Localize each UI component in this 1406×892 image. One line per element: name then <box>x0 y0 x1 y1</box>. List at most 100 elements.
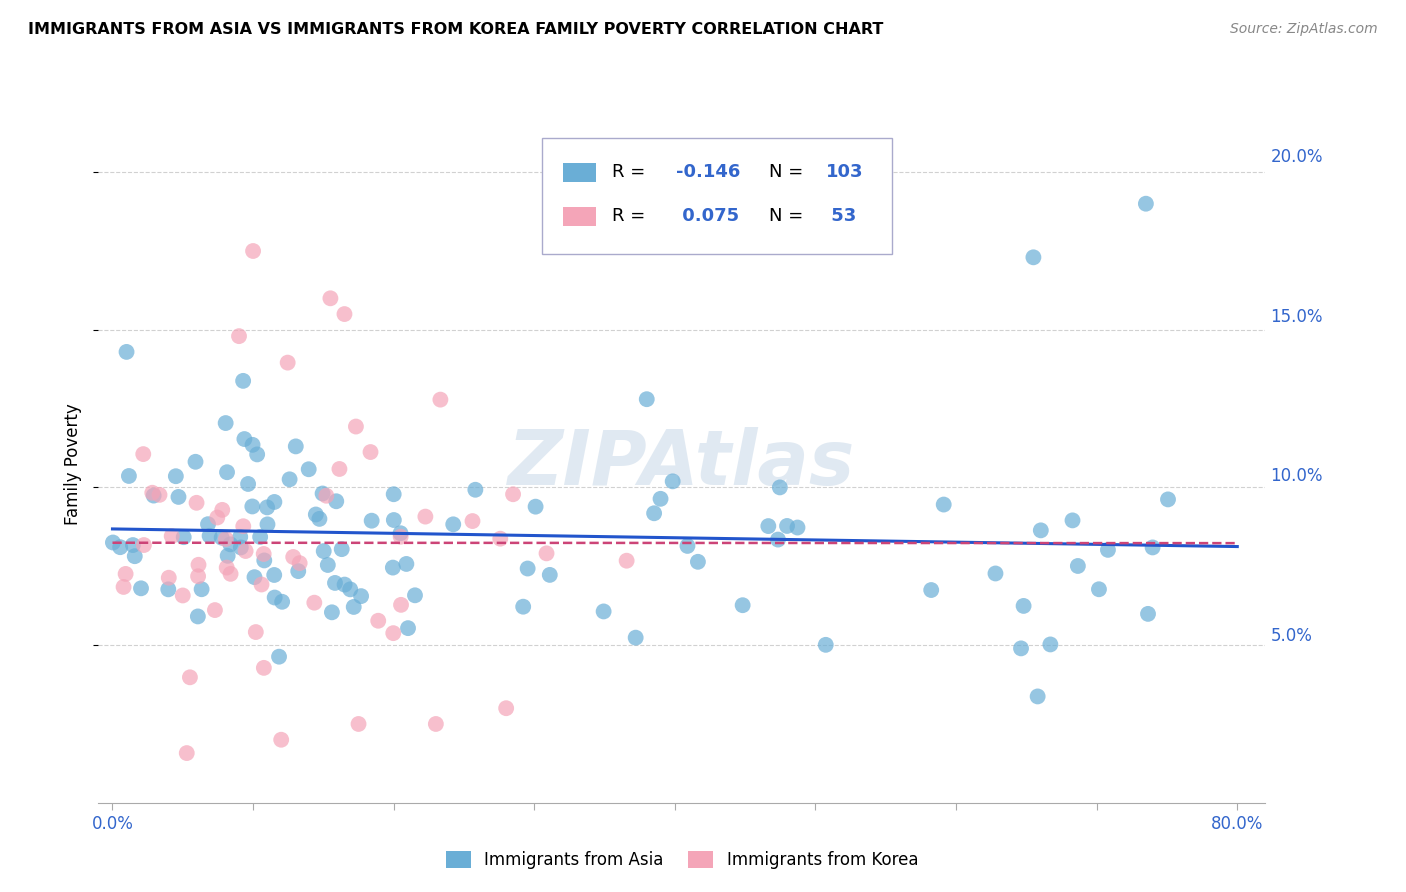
Text: IMMIGRANTS FROM ASIA VS IMMIGRANTS FROM KOREA FAMILY POVERTY CORRELATION CHART: IMMIGRANTS FROM ASIA VS IMMIGRANTS FROM … <box>28 22 883 37</box>
Point <box>239 477 262 491</box>
Text: 103: 103 <box>855 146 891 164</box>
Point <box>394 292 416 306</box>
Point <box>513 501 536 516</box>
Point <box>516 469 538 483</box>
Point <box>297 517 319 532</box>
Point <box>540 519 562 533</box>
Point <box>366 584 388 599</box>
Point <box>285 536 308 550</box>
Point <box>349 425 371 440</box>
Point <box>312 614 335 628</box>
Point <box>319 534 342 549</box>
Point <box>315 517 337 532</box>
Point <box>658 541 681 556</box>
Point <box>440 475 463 489</box>
Point <box>247 737 270 751</box>
Point <box>298 528 321 542</box>
Point <box>352 552 374 566</box>
Point <box>586 556 609 570</box>
Point <box>262 570 284 584</box>
Point <box>1045 511 1067 525</box>
Point <box>807 507 830 521</box>
Point <box>1074 500 1097 515</box>
Point <box>953 484 976 499</box>
Point <box>724 542 747 557</box>
Point <box>942 571 965 585</box>
Point <box>385 564 408 578</box>
Point <box>409 577 432 591</box>
Point <box>322 487 344 501</box>
Point <box>295 314 318 328</box>
Text: ZIPAtlas: ZIPAtlas <box>547 414 894 487</box>
Point <box>322 505 344 519</box>
Point <box>269 516 291 531</box>
Point <box>329 579 352 593</box>
Legend: Immigrants from Asia, Immigrants from Korea: Immigrants from Asia, Immigrants from Ko… <box>478 837 963 868</box>
Point <box>361 449 384 463</box>
Point <box>440 615 463 629</box>
Text: N =: N = <box>803 146 842 164</box>
Point <box>254 442 277 456</box>
Point <box>394 566 416 580</box>
Point <box>453 545 475 559</box>
Point <box>371 500 394 514</box>
Point <box>276 498 298 512</box>
Point <box>546 691 568 706</box>
Text: R =: R = <box>655 191 695 209</box>
Text: 53: 53 <box>855 191 886 209</box>
Point <box>204 569 226 583</box>
Point <box>207 525 229 540</box>
Point <box>343 459 366 474</box>
Point <box>666 619 689 633</box>
Point <box>301 418 323 433</box>
FancyBboxPatch shape <box>609 190 640 210</box>
Point <box>329 556 352 570</box>
Point <box>319 541 342 556</box>
Point <box>222 475 245 489</box>
Point <box>336 583 359 598</box>
Point <box>470 497 492 511</box>
Point <box>284 519 307 533</box>
Point <box>243 577 266 591</box>
Point <box>405 406 427 420</box>
Point <box>367 495 389 509</box>
Point <box>257 598 280 612</box>
Text: Source: ZipAtlas.com: Source: ZipAtlas.com <box>1230 22 1378 37</box>
Point <box>311 558 333 573</box>
Point <box>319 650 342 665</box>
Point <box>844 627 866 641</box>
Point <box>346 538 368 552</box>
Point <box>193 456 215 470</box>
Point <box>801 467 824 482</box>
Point <box>333 639 356 653</box>
Point <box>817 508 839 522</box>
Point <box>700 461 723 475</box>
Point <box>1143 180 1166 194</box>
Point <box>304 464 326 478</box>
Point <box>299 359 322 374</box>
Point <box>179 523 201 537</box>
Point <box>387 482 409 496</box>
Point <box>426 602 449 616</box>
Point <box>637 593 659 607</box>
Point <box>1078 547 1101 561</box>
Point <box>191 330 214 344</box>
Point <box>236 456 259 470</box>
Point <box>1098 570 1121 584</box>
Point <box>231 558 253 573</box>
Point <box>561 588 583 602</box>
Point <box>312 434 335 448</box>
Point <box>190 555 212 569</box>
Point <box>308 486 330 500</box>
Point <box>256 483 278 497</box>
Point <box>399 571 422 585</box>
Point <box>381 276 404 290</box>
FancyBboxPatch shape <box>609 145 640 165</box>
Point <box>447 517 470 532</box>
Text: 0.075: 0.075 <box>716 191 779 209</box>
Point <box>308 424 330 438</box>
Point <box>377 475 399 490</box>
Point <box>551 475 574 489</box>
Point <box>447 514 470 528</box>
Point <box>284 452 307 467</box>
